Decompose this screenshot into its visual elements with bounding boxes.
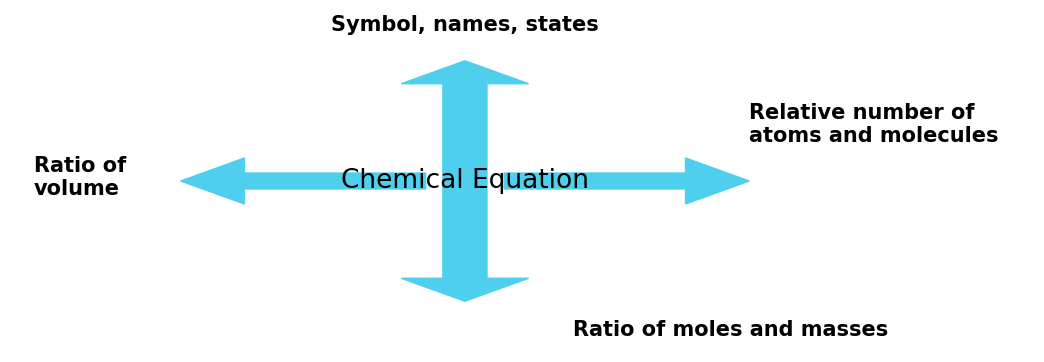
FancyArrow shape [401, 181, 528, 301]
Text: Ratio of moles and masses: Ratio of moles and masses [573, 320, 888, 340]
FancyArrow shape [504, 158, 750, 204]
Text: Symbol, names, states: Symbol, names, states [331, 15, 599, 35]
FancyArrow shape [401, 61, 528, 181]
Text: Ratio of
volume: Ratio of volume [33, 156, 126, 199]
FancyArrow shape [181, 158, 426, 204]
Text: Chemical Equation: Chemical Equation [341, 168, 589, 194]
Text: Relative number of
atoms and molecules: Relative number of atoms and molecules [750, 103, 999, 146]
